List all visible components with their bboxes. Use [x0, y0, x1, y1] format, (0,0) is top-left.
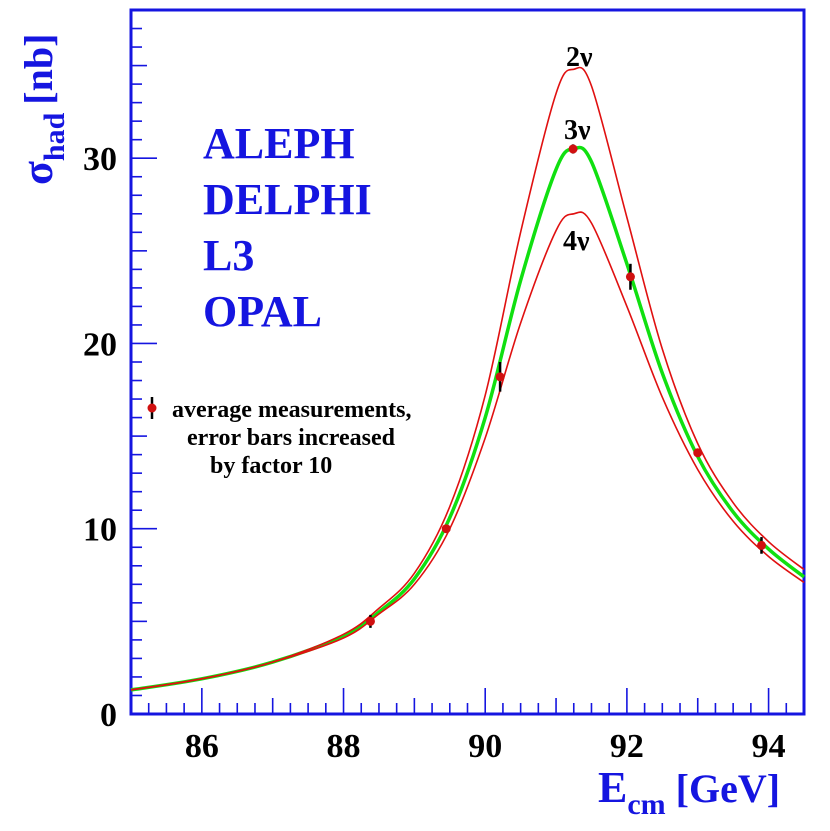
- tick-labels: 86 88 90 92 94 0 10 20 30: [83, 141, 786, 765]
- y-axis-symbol: σ: [13, 161, 62, 185]
- measurement-point: [495, 372, 505, 382]
- measurement-point: [365, 616, 375, 626]
- x-tick-label: 90: [468, 728, 502, 765]
- legend-line-1: average measurements,: [172, 397, 411, 423]
- legend-line-2: error bars increased: [187, 425, 396, 451]
- y-axis-title: σhad [nb]: [13, 34, 71, 185]
- y-tick-label: 0: [100, 697, 117, 734]
- y-tick-label: 30: [83, 141, 117, 178]
- y-axis-unit: [nb]: [16, 34, 61, 105]
- measurement-point: [441, 524, 451, 534]
- measurement-point: [693, 448, 703, 458]
- measurement-point: [568, 144, 578, 154]
- y-axis-subscript: had: [38, 112, 71, 161]
- experiment-list: ALEPH DELPHI L3 OPAL: [203, 119, 372, 336]
- curve-label-2nu: 2ν: [566, 42, 593, 73]
- x-tick-label: 94: [752, 728, 786, 765]
- x-tick-label: 88: [327, 728, 361, 765]
- experiment-label-delphi: DELPHI: [203, 175, 372, 224]
- experiment-label-aleph: ALEPH: [203, 119, 355, 168]
- y-tick-label: 10: [83, 512, 117, 549]
- legend-line-3: by factor 10: [210, 453, 332, 479]
- experiment-label-opal: OPAL: [203, 287, 322, 336]
- y-tick-label: 20: [83, 326, 117, 363]
- x-axis-symbol: E: [598, 763, 627, 812]
- curve-label-4nu: 4ν: [563, 226, 590, 257]
- measurement-point: [756, 540, 766, 550]
- x-axis-unit: [GeV]: [676, 766, 780, 811]
- curve-2nu: [130, 66, 805, 691]
- x-axis-title: Ecm [GeV]: [598, 763, 780, 821]
- x-axis-subscript: cm: [627, 788, 665, 821]
- experiment-label-l3: L3: [203, 231, 254, 280]
- svg-text:σhad[nb]: σhad [nb]: [13, 34, 71, 185]
- curve-4nu: [130, 211, 805, 691]
- measurement-points: [365, 144, 766, 628]
- plot-frame: [129, 8, 806, 716]
- x-tick-label: 86: [185, 728, 219, 765]
- axis-ticks: [130, 9, 805, 715]
- x-tick-label: 92: [610, 728, 644, 765]
- legend-marker: [147, 403, 157, 413]
- curve-label-3nu: 3ν: [564, 115, 591, 146]
- legend: average measurements, error bars increas…: [147, 397, 411, 479]
- measurement-point: [625, 272, 635, 282]
